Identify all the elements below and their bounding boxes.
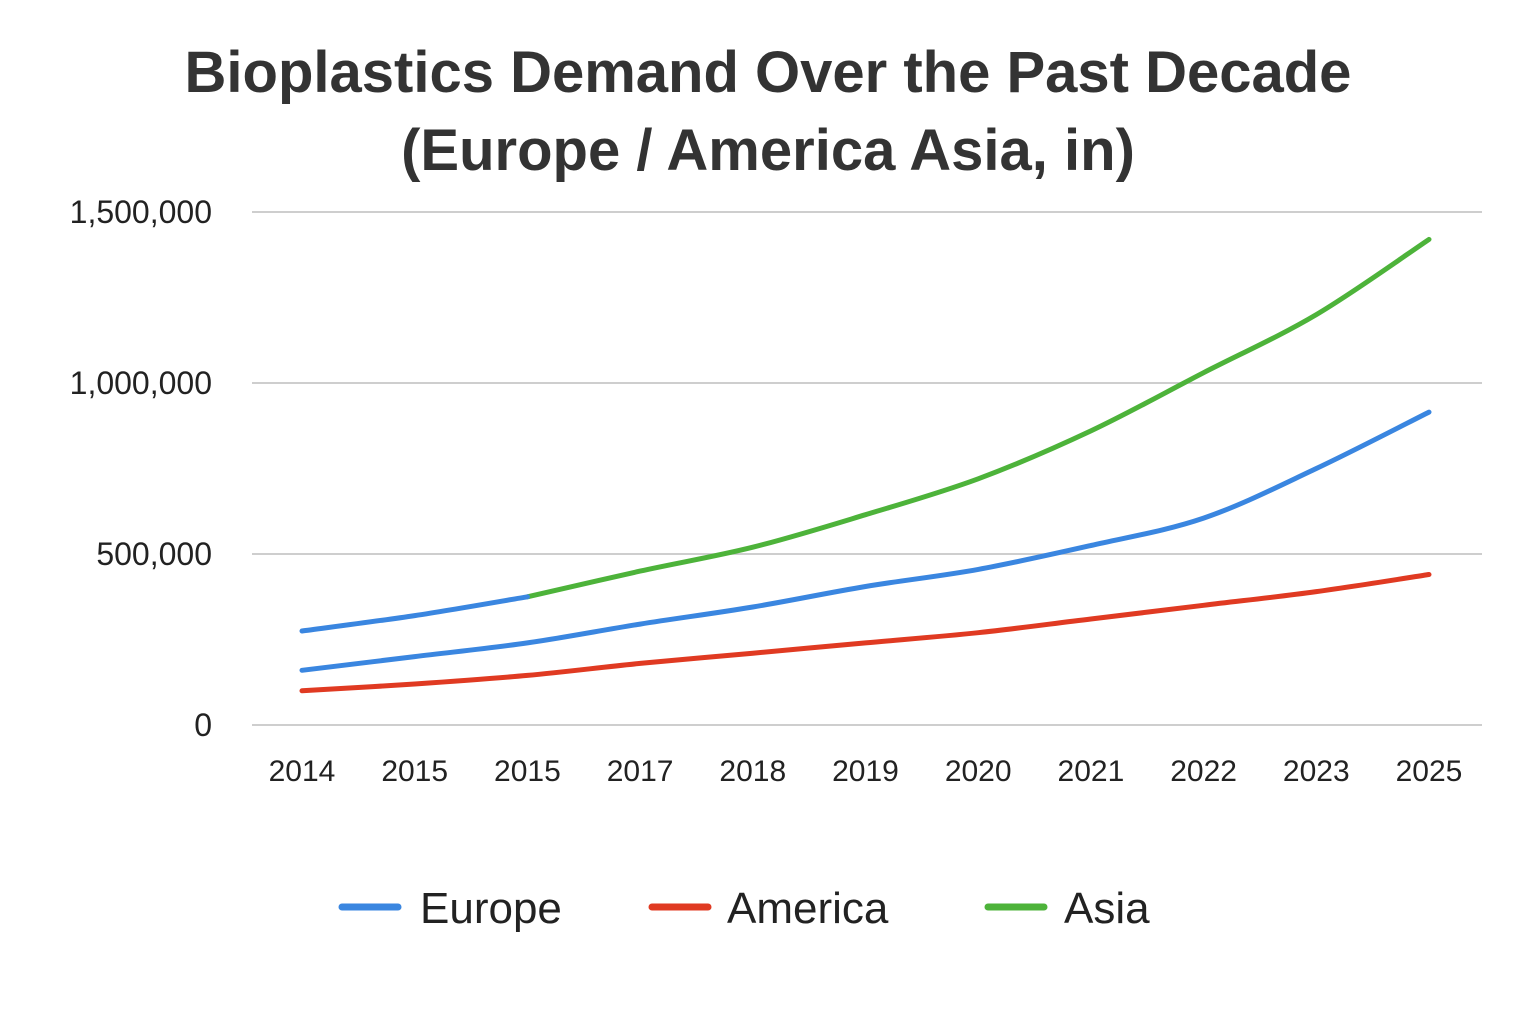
x-tick-label-2: 2015 — [494, 755, 561, 788]
x-tick-label-9: 2023 — [1283, 755, 1350, 788]
legend: Europe America Asia — [338, 884, 1150, 933]
x-tick-label-6: 2020 — [945, 755, 1012, 788]
x-tick-label-5: 2019 — [832, 755, 899, 788]
x-tick-label-4: 2018 — [719, 755, 786, 788]
y-tick-label-2: 1,000,000 — [70, 365, 212, 401]
x-tick-label-10: 2025 — [1396, 755, 1463, 788]
x-tick-label-0: 2014 — [269, 755, 336, 788]
x-tick-label-3: 2017 — [607, 755, 674, 788]
y-tick-label-3: 1,500,000 — [70, 194, 212, 230]
series-line-europe-0 — [299, 594, 530, 634]
grid-lines — [252, 211, 1482, 726]
x-tick-label-8: 2022 — [1170, 755, 1237, 788]
x-tick-label-1: 2015 — [381, 755, 448, 788]
series-line-america-0 — [299, 572, 1432, 694]
x-tick-label-7: 2021 — [1058, 755, 1125, 788]
chart-title-line-1: Bioplastics Demand Over the Past Decade — [184, 40, 1352, 105]
y-axis-ticks: 0 500,000 1,000,000 1,500,000 — [70, 194, 212, 743]
y-tick-label-0: 0 — [194, 707, 212, 743]
series-line-europe-1 — [299, 409, 1432, 673]
series-lines — [299, 236, 1432, 694]
legend-label-america: America — [727, 884, 889, 933]
x-axis-ticks: 2014 2015 2015 2017 2018 2019 2020 2021 2022 2023… — [269, 755, 1463, 788]
legend-label-europe: Europe — [420, 884, 562, 933]
chart-title: Bioplastics Demand Over the Past Decade … — [0, 34, 1536, 190]
y-tick-label-1: 500,000 — [96, 536, 212, 572]
legend-label-asia: Asia — [1064, 884, 1150, 933]
series-line-asia-0 — [524, 236, 1432, 600]
chart-title-line-2: (Europe / America Asia, in) — [401, 118, 1135, 183]
